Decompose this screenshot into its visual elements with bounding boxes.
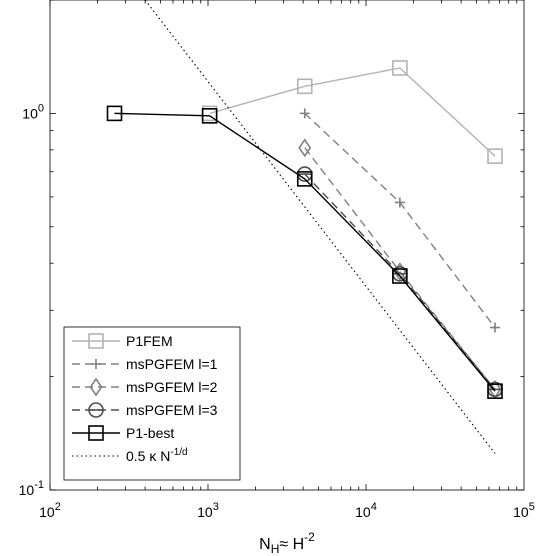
series-1 [299,108,501,333]
data-point-1-0 [299,108,310,119]
legend-entry: P1FEM [72,333,173,349]
x-axis-label: NH≈ H-2 [259,530,315,556]
series-5 [144,0,496,454]
x-tick-label-exp: 2 [55,501,61,513]
x-axis-label-rest: ≈ H [279,536,304,553]
legend-entry: 0.5 κ N-1/d [72,447,188,464]
y-tick-label: 10-1 [19,479,44,498]
legend-label-main: msPGFEM l=1 [126,356,218,372]
data-point-0-1 [296,78,313,95]
series-line-5 [144,0,496,454]
data-point-4-2 [296,171,313,187]
legend-label: 0.5 κ N-1/d [126,447,188,464]
legend-entry: msPGFEM l=3 [72,402,218,418]
data-point-0-3 [487,148,503,164]
x-tick-label-exp: 3 [213,501,219,513]
x-axis-label-sup: -2 [304,530,315,544]
legend-label: msPGFEM l=3 [126,402,218,418]
legend-entry: msPGFEM l=1 [72,356,218,372]
legend-marker [88,402,104,418]
data-point-0-2 [392,60,408,76]
y-tick-label-base: 10 [19,482,35,498]
y-tick-label-base: 10 [22,105,38,121]
legend-label-main: P1-best [126,425,174,441]
legend-marker [91,359,101,369]
x-tick-label-exp: 4 [371,501,377,513]
x-tick-label-base: 10 [513,504,529,520]
x-tick-label-base: 10 [355,504,371,520]
data-point-4-4 [487,383,503,399]
x-tick-label: 104 [355,501,377,520]
x-tick-label: 103 [197,501,219,520]
series-layer [106,0,503,454]
legend-entry: P1-best [72,425,174,441]
legend-label: msPGFEM l=1 [126,356,218,372]
legend-label-sup: -1/d [170,447,187,458]
data-point-2-0 [298,138,312,158]
legend-label-main: msPGFEM l=3 [126,402,218,418]
legend-entry: msPGFEM l=2 [72,377,218,397]
legend-marker [88,425,104,441]
series-4 [106,105,503,399]
legend-label-main: P1FEM [126,333,173,349]
x-tick-label: 105 [513,501,535,520]
x-axis-label-main: N [259,536,271,553]
legend-label-main: 0.5 κ N [126,448,170,464]
x-tick-label-exp: 5 [529,501,535,513]
legend-marker [89,377,103,397]
legend-label: msPGFEM l=2 [126,379,218,395]
data-point-1-1 [394,197,405,208]
series-line-4 [114,112,496,392]
plot-frame [49,0,525,491]
data-point-4-0 [106,105,123,122]
legend-label: P1-best [126,425,174,441]
data-point-4-3 [392,268,408,284]
legend-label: P1FEM [126,333,173,349]
y-tick-label: 100 [22,102,44,121]
x-tick-label-base: 10 [197,504,213,520]
x-axis-label-sub: H [271,542,280,556]
y-tick-label-exp: 0 [38,102,44,114]
x-tick-label: 102 [39,501,61,520]
series-line-0 [209,67,496,157]
data-point-4-1 [201,108,218,124]
y-tick-label-exp: -1 [34,479,44,491]
legend-marker [88,333,104,349]
data-point-1-2 [490,322,501,333]
series-line-2 [304,147,496,390]
legend-entries: P1FEM msPGFEM l=1 msPGFEM l=2 msPGFEM l=3 P1… [72,333,218,464]
legend-label-main: msPGFEM l=2 [126,379,218,395]
legend: P1FEM msPGFEM l=1 msPGFEM l=2 msPGFEM l=3 P1… [63,326,241,481]
x-tick-label-base: 10 [39,504,55,520]
